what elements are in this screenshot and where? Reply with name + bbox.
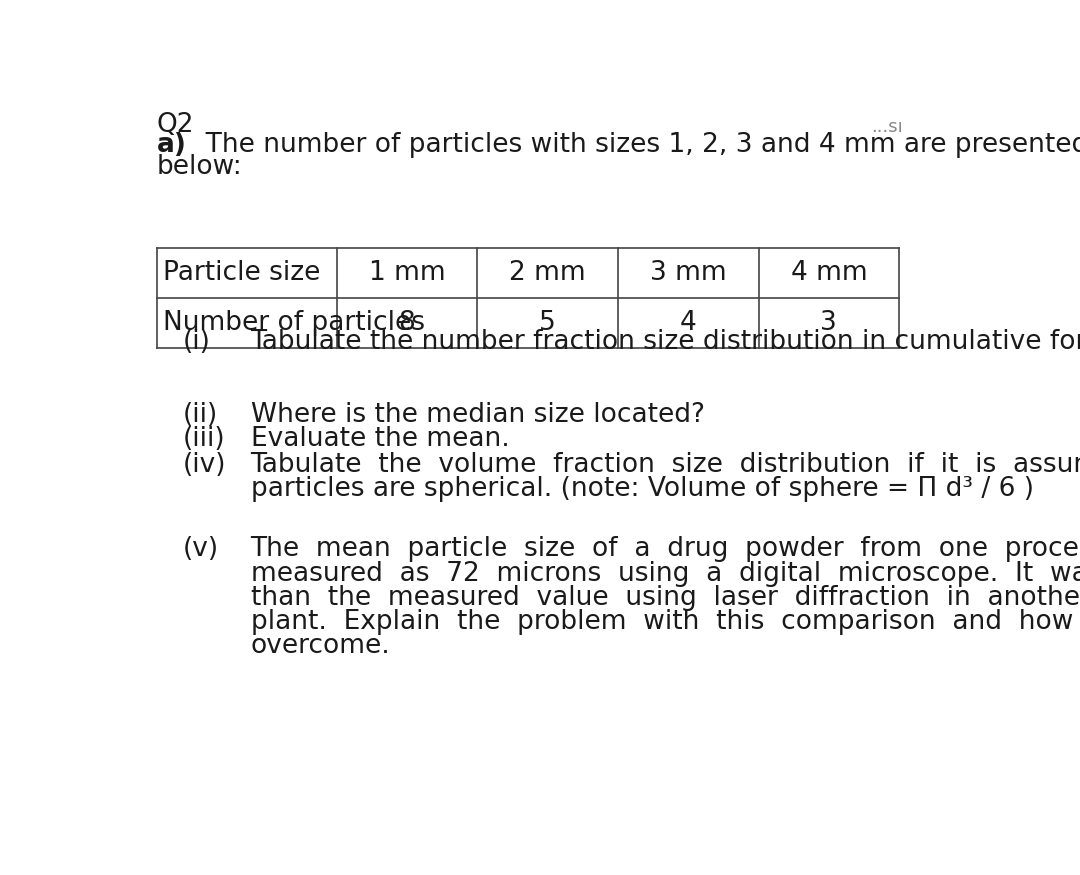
Text: (iii): (iii) <box>183 426 226 452</box>
Text: (ii): (ii) <box>183 402 218 428</box>
Text: (iv): (iv) <box>183 452 226 478</box>
Text: measured  as  72  microns  using  a  digital  microscope.  It  was  much  smalle: measured as 72 microns using a digital m… <box>251 561 1080 586</box>
Text: Where is the median size located?: Where is the median size located? <box>251 402 704 428</box>
Text: (i): (i) <box>183 329 211 355</box>
Text: overcome.: overcome. <box>251 634 390 660</box>
Text: than  the  measured  value  using  laser  diffraction  in  another  processing: than the measured value using laser diff… <box>251 584 1080 611</box>
Text: 3 mm: 3 mm <box>650 260 727 286</box>
Text: Tabulate  the  volume  fraction  size  distribution  if  it  is  assumed  that  : Tabulate the volume fraction size distri… <box>251 452 1080 478</box>
Text: Particle size: Particle size <box>163 260 321 286</box>
Text: ...sı: ...sı <box>872 118 903 136</box>
Text: plant.  Explain  the  problem  with  this  comparison  and  how  it  can  be: plant. Explain the problem with this com… <box>251 609 1080 635</box>
Text: a): a) <box>157 132 187 158</box>
Text: Evaluate the mean.: Evaluate the mean. <box>251 426 510 452</box>
Text: (v): (v) <box>183 536 219 563</box>
Text: Number of particles: Number of particles <box>163 310 426 336</box>
Text: 1 mm: 1 mm <box>368 260 445 286</box>
Text: below:: below: <box>157 154 243 179</box>
Text: The number of particles with sizes 1, 2, 3 and 4 mm are presented in the Table: The number of particles with sizes 1, 2,… <box>189 132 1080 158</box>
Text: The  mean  particle  size  of  a  drug  powder  from  one  processing  plant  wa: The mean particle size of a drug powder … <box>251 536 1080 563</box>
Text: particles are spherical. (note: Volume of sphere = Π d³ / 6 ): particles are spherical. (note: Volume o… <box>251 476 1034 501</box>
Text: 4 mm: 4 mm <box>791 260 867 286</box>
Text: 3: 3 <box>821 310 837 336</box>
Text: 2 mm: 2 mm <box>510 260 586 286</box>
Text: Q2: Q2 <box>157 112 194 138</box>
Text: 8: 8 <box>399 310 416 336</box>
Text: 5: 5 <box>539 310 556 336</box>
Text: Tabulate the number fraction size distribution in cumulative form.: Tabulate the number fraction size distri… <box>251 329 1080 355</box>
Text: 4: 4 <box>680 310 697 336</box>
